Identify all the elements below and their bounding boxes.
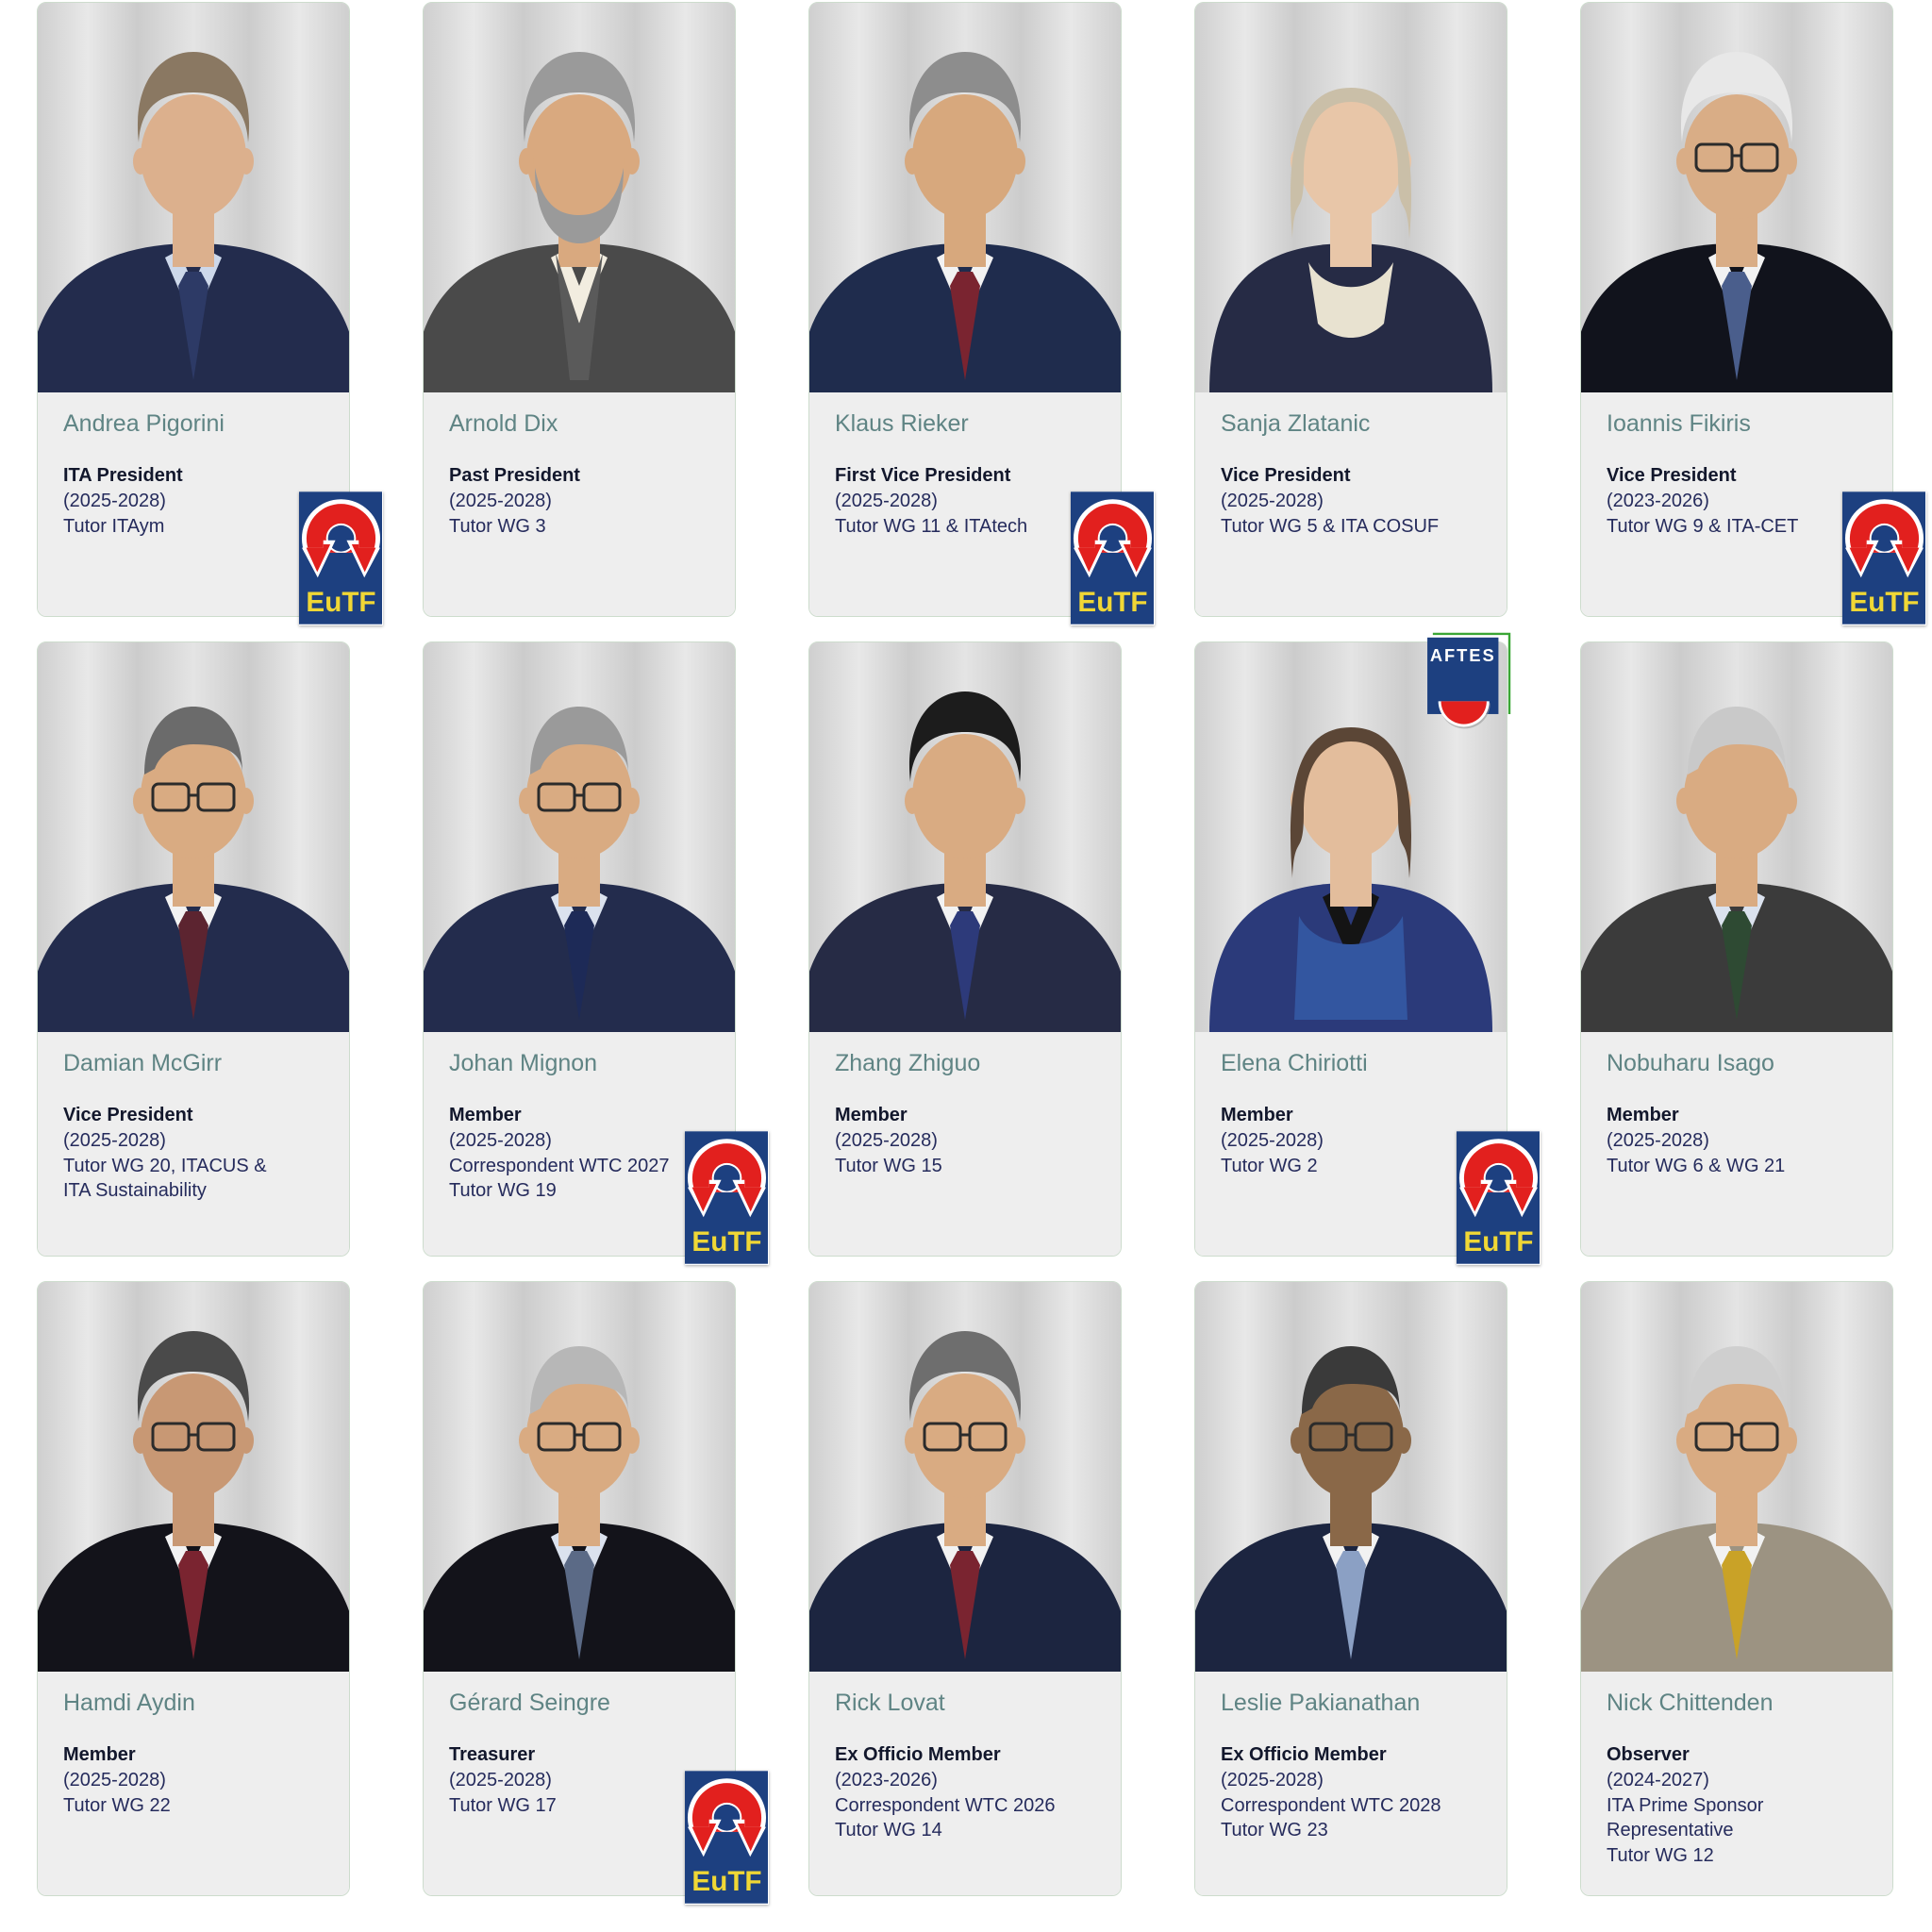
svg-text:EuTF: EuTF bbox=[1463, 1226, 1533, 1257]
svg-text:EuTF: EuTF bbox=[691, 1226, 761, 1257]
svg-text:EuTF: EuTF bbox=[306, 587, 375, 618]
svg-text:AFTES: AFTES bbox=[1430, 645, 1496, 665]
svg-text:EuTF: EuTF bbox=[1077, 587, 1147, 618]
svg-text:EuTF: EuTF bbox=[1849, 587, 1919, 618]
svg-text:EuTF: EuTF bbox=[691, 1866, 761, 1897]
